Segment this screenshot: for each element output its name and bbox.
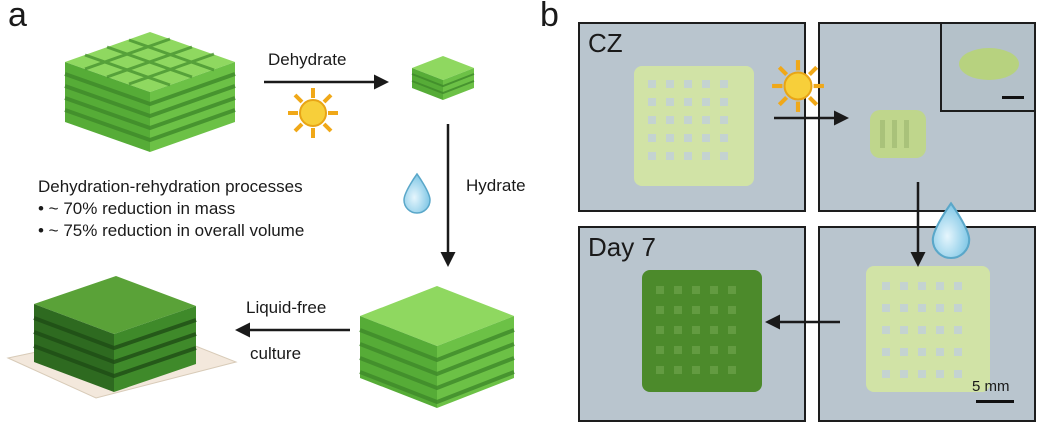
- lattice-scaffold-rehydrated: [359, 286, 515, 408]
- gel-scaffold-day7: [642, 270, 762, 392]
- hydrate-label: Hydrate: [466, 176, 526, 195]
- arrow-culture-b-icon: [765, 314, 840, 330]
- scale-bar: [976, 400, 1014, 403]
- label-cz: CZ: [588, 28, 623, 58]
- culture-label: culture: [250, 344, 302, 363]
- sun-icon-b: [772, 60, 824, 112]
- arrow-hydrate-b-icon: [910, 182, 926, 267]
- dehydrate-label: Dehydrate: [268, 50, 347, 69]
- gel-scaffold-dehydrated: [870, 110, 926, 158]
- lattice-scaffold-dehydrated: [411, 56, 475, 100]
- gel-scaffold-cz: [634, 66, 754, 186]
- dehydrate-arrow-icon: [264, 74, 389, 90]
- photo-day7: Day 7: [578, 226, 806, 422]
- notes-mass: • ~ 70% reduction in mass: [38, 199, 236, 218]
- inset-scale-bar: [1002, 96, 1024, 99]
- culture-arrow-icon: [235, 322, 350, 338]
- label-day7: Day 7: [588, 232, 656, 262]
- water-drop-icon-b: [931, 201, 971, 259]
- process-notes: Dehydration-rehydration processes • ~ 70…: [38, 176, 418, 242]
- hydrate-arrow-icon: [440, 124, 456, 267]
- arrow-dehydrate-b-icon: [774, 110, 849, 126]
- gel-scaffold-rehydrated: [866, 266, 990, 392]
- photo-dehydrated: [818, 22, 1036, 212]
- sun-icon: [288, 88, 338, 138]
- photo-rehydrated: 5 mm: [818, 226, 1036, 422]
- scale-bar-label: 5 mm: [972, 378, 1010, 395]
- inset-photo: [940, 24, 1034, 112]
- notes-heading: Dehydration-rehydration processes: [38, 177, 303, 196]
- lattice-scaffold-original: [64, 32, 236, 152]
- water-drop-icon: [403, 172, 431, 214]
- panel-b-letter: b: [540, 0, 559, 34]
- gel-scaffold-inset: [959, 48, 1019, 80]
- liquid-free-label: Liquid-free: [246, 298, 327, 317]
- notes-volume: • ~ 75% reduction in overall volume: [38, 221, 305, 240]
- lattice-scaffold-cultured: [6, 276, 238, 399]
- panel-a-letter: a: [8, 0, 27, 34]
